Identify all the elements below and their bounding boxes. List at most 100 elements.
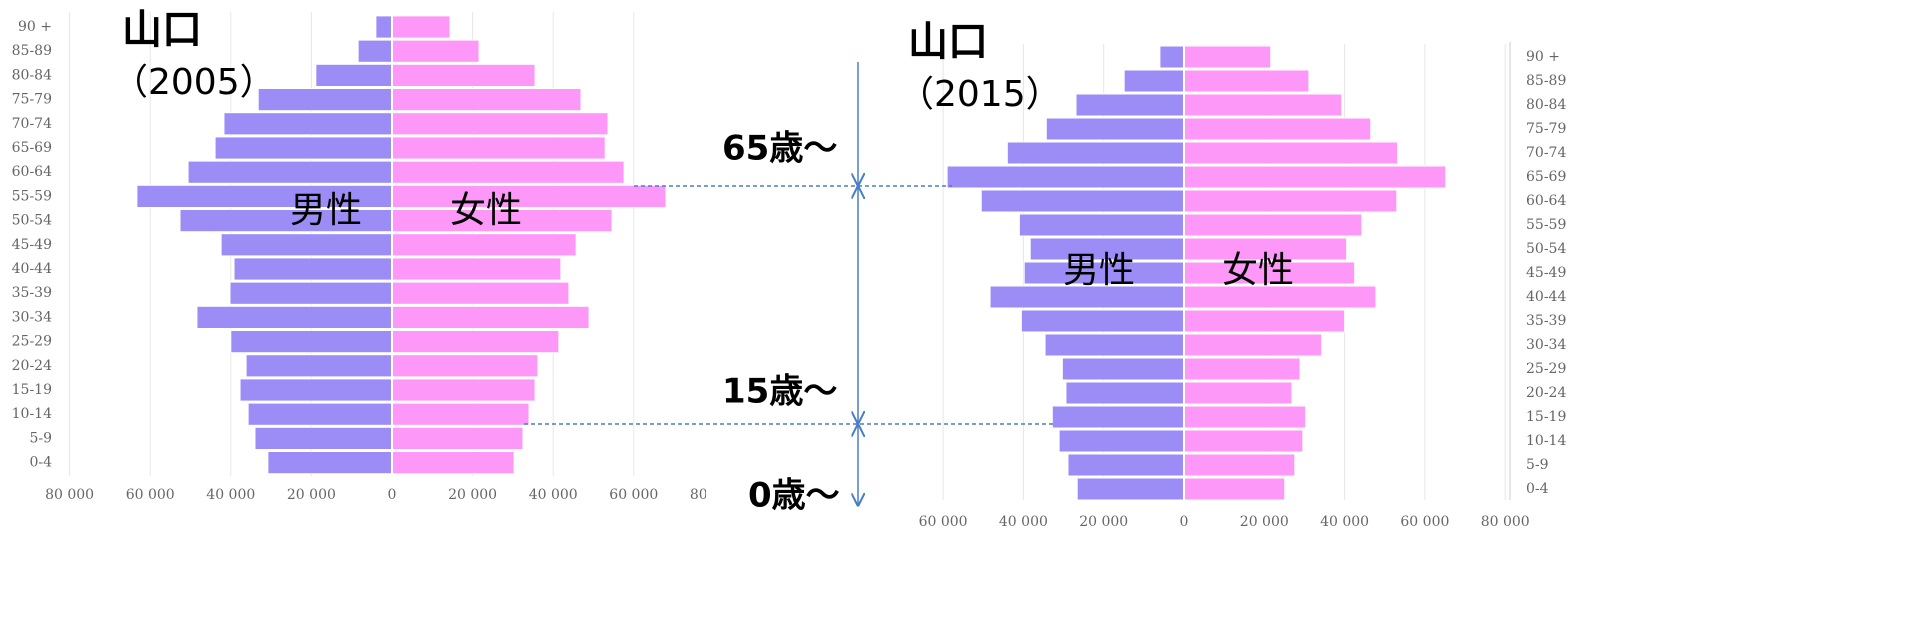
y-tick-label: 50-54 xyxy=(1526,241,1566,257)
y-tick-label: 50-54 xyxy=(12,213,52,229)
bar xyxy=(357,39,393,63)
x-tick-label: 0 xyxy=(388,487,397,503)
y-tick-label: 25-29 xyxy=(1526,361,1566,377)
y-tick-label: 15-19 xyxy=(1526,409,1566,425)
bar xyxy=(223,112,393,136)
bar xyxy=(1183,429,1304,453)
x-tick-label: 60 000 xyxy=(919,514,968,530)
bar xyxy=(391,233,577,257)
bar xyxy=(946,165,1185,189)
y-tick-label: 85-89 xyxy=(1526,73,1566,89)
bar xyxy=(391,160,625,184)
y-tick-label: 90 + xyxy=(1526,49,1560,65)
bar xyxy=(229,281,393,305)
y-tick-label: 15-19 xyxy=(12,382,52,398)
y-tick-label: 20-24 xyxy=(12,358,52,374)
bar xyxy=(1183,165,1447,189)
bar xyxy=(254,426,393,450)
x-tick-label: 20 000 xyxy=(448,487,497,503)
y-tick-label: 70-74 xyxy=(1526,145,1566,161)
y-tick-label: 45-49 xyxy=(1526,265,1566,281)
bar xyxy=(1183,309,1346,333)
x-tick-label: 20 000 xyxy=(1079,514,1128,530)
bar xyxy=(1044,333,1185,357)
bar xyxy=(245,354,393,378)
x-tick-label: 40 000 xyxy=(1320,514,1369,530)
bar xyxy=(233,257,393,281)
y-tick-label: 5-9 xyxy=(29,430,52,446)
bar xyxy=(1183,357,1301,381)
y-tick-label: 35-39 xyxy=(12,285,52,301)
bar xyxy=(196,305,393,329)
y-tick-label: 35-39 xyxy=(1526,313,1566,329)
bar xyxy=(214,136,393,160)
bar xyxy=(391,451,515,475)
bar xyxy=(1065,381,1185,405)
bar xyxy=(391,15,451,39)
bar xyxy=(315,63,393,88)
bar xyxy=(1061,357,1185,381)
bar xyxy=(1159,45,1185,69)
x-tick-label: 80 000 xyxy=(690,487,739,503)
x-tick-label: 40 000 xyxy=(529,487,578,503)
annotation: 15歳～ xyxy=(722,372,837,412)
annotation: 65歳～ xyxy=(722,129,837,169)
y-tick-label: 30-34 xyxy=(12,309,52,325)
y-tick-label: 55-59 xyxy=(1526,217,1566,233)
chart-2015: 60 000 40 000 20 000 0 20 000 40 000 60 000 80 … xyxy=(898,19,1566,530)
annotation: 0歳～ xyxy=(748,476,840,516)
bar xyxy=(1183,453,1296,477)
y-tick-label: 80-84 xyxy=(12,67,52,83)
series-label: 女性 xyxy=(450,190,522,231)
bar xyxy=(1075,93,1185,117)
y-tick-label: 0-4 xyxy=(1526,481,1549,497)
bar xyxy=(391,354,539,378)
bar xyxy=(391,63,536,88)
bar xyxy=(257,88,393,112)
bar xyxy=(1051,405,1185,429)
y-tick-label: 60-64 xyxy=(1526,193,1566,209)
bar xyxy=(391,88,582,112)
chart-subtitle: （2005） xyxy=(112,62,276,103)
bar xyxy=(1183,477,1286,501)
bar xyxy=(391,39,480,63)
bar xyxy=(391,281,570,305)
y-tick-label: 75-79 xyxy=(12,92,52,108)
y-tick-label: 75-79 xyxy=(1526,121,1566,137)
age-guides: 65歳～ 15歳～ 0歳～ xyxy=(524,62,1054,516)
x-tick-label: 80 000 xyxy=(1481,514,1530,530)
bar xyxy=(1067,453,1185,477)
bar xyxy=(391,402,530,426)
y-tick-label: 85-89 xyxy=(12,43,52,59)
x-tick-label: 60 000 xyxy=(126,487,175,503)
bar xyxy=(1020,309,1185,333)
bar xyxy=(1183,405,1307,429)
y-tick-label: 30-34 xyxy=(1526,337,1566,353)
x-tick-label: 0 xyxy=(1180,514,1189,530)
bar xyxy=(1183,69,1310,93)
bar xyxy=(1123,69,1185,93)
y-tick-label: 55-59 xyxy=(12,188,52,204)
y-tick-label: 40-44 xyxy=(1526,289,1566,305)
chart-subtitle: （2015） xyxy=(898,74,1062,115)
y-tick-label: 70-74 xyxy=(12,116,52,132)
bar xyxy=(1058,429,1185,453)
bar xyxy=(187,160,393,184)
y-tick-label: 40-44 xyxy=(12,261,52,277)
bar xyxy=(1183,117,1372,141)
bar xyxy=(391,112,609,136)
y-tick-label: 25-29 xyxy=(12,334,52,350)
bar xyxy=(1006,141,1185,165)
y-tick-label: 45-49 xyxy=(12,237,52,253)
y-tick-label: 80-84 xyxy=(1526,97,1566,113)
bar xyxy=(247,402,393,426)
bar xyxy=(1018,213,1185,237)
bar xyxy=(980,189,1185,213)
bar xyxy=(220,233,393,257)
bar xyxy=(1183,381,1293,405)
bar xyxy=(1045,117,1185,141)
chart-title: 山口 xyxy=(908,19,988,65)
series-label: 女性 xyxy=(1222,250,1294,291)
y-tick-label: 10-14 xyxy=(12,406,52,422)
